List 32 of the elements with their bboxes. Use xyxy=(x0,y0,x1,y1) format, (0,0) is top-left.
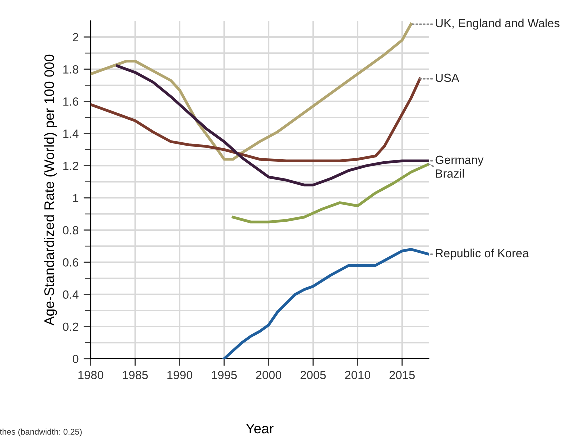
x-tick-label: 1995 xyxy=(212,371,238,380)
y-tick-label: 1.6 xyxy=(64,98,79,106)
x-tick-label: 1985 xyxy=(123,371,148,380)
y-tick-label: 1 xyxy=(73,194,79,202)
y-tick-label: 1.2 xyxy=(64,162,79,170)
y-tick-label: 0.6 xyxy=(63,258,79,267)
text: thes (bandwidth: 0.25) xyxy=(0,428,82,437)
y-tick-label: 2 xyxy=(73,33,79,42)
x-tick-label: 1980 xyxy=(78,371,104,380)
x-tick-label: 2005 xyxy=(300,371,326,380)
x-tick-label: 2000 xyxy=(256,371,282,380)
series-label: USA xyxy=(436,74,460,82)
line-series xyxy=(222,248,430,359)
line-series xyxy=(116,64,430,187)
y-tick-label: 0 xyxy=(72,355,79,364)
y-tick-label: 1.4 xyxy=(64,130,79,138)
line-series xyxy=(90,22,413,161)
x-axis-title: Year xyxy=(246,424,274,434)
line-series xyxy=(90,78,422,163)
series-label: Germany xyxy=(436,156,484,167)
y-tick-label: 0.2 xyxy=(63,322,79,332)
x-tick-label: 2015 xyxy=(390,371,415,380)
series-label: Republic of Korea xyxy=(436,248,530,260)
line-series xyxy=(232,162,430,224)
text: UK, England and Wales xyxy=(436,18,560,30)
y-axis-title: Age-Standardized Rate (World) per 100 000 xyxy=(44,54,58,326)
y-tick-label: 1.8 xyxy=(64,65,79,74)
x-tick-label: 2010 xyxy=(345,371,371,380)
y-tick-label: 0.8 xyxy=(63,226,79,235)
x-tick-label: 1990 xyxy=(168,371,193,380)
y-tick-label: 0.4 xyxy=(63,290,79,300)
series-label: Brazil xyxy=(436,169,464,178)
